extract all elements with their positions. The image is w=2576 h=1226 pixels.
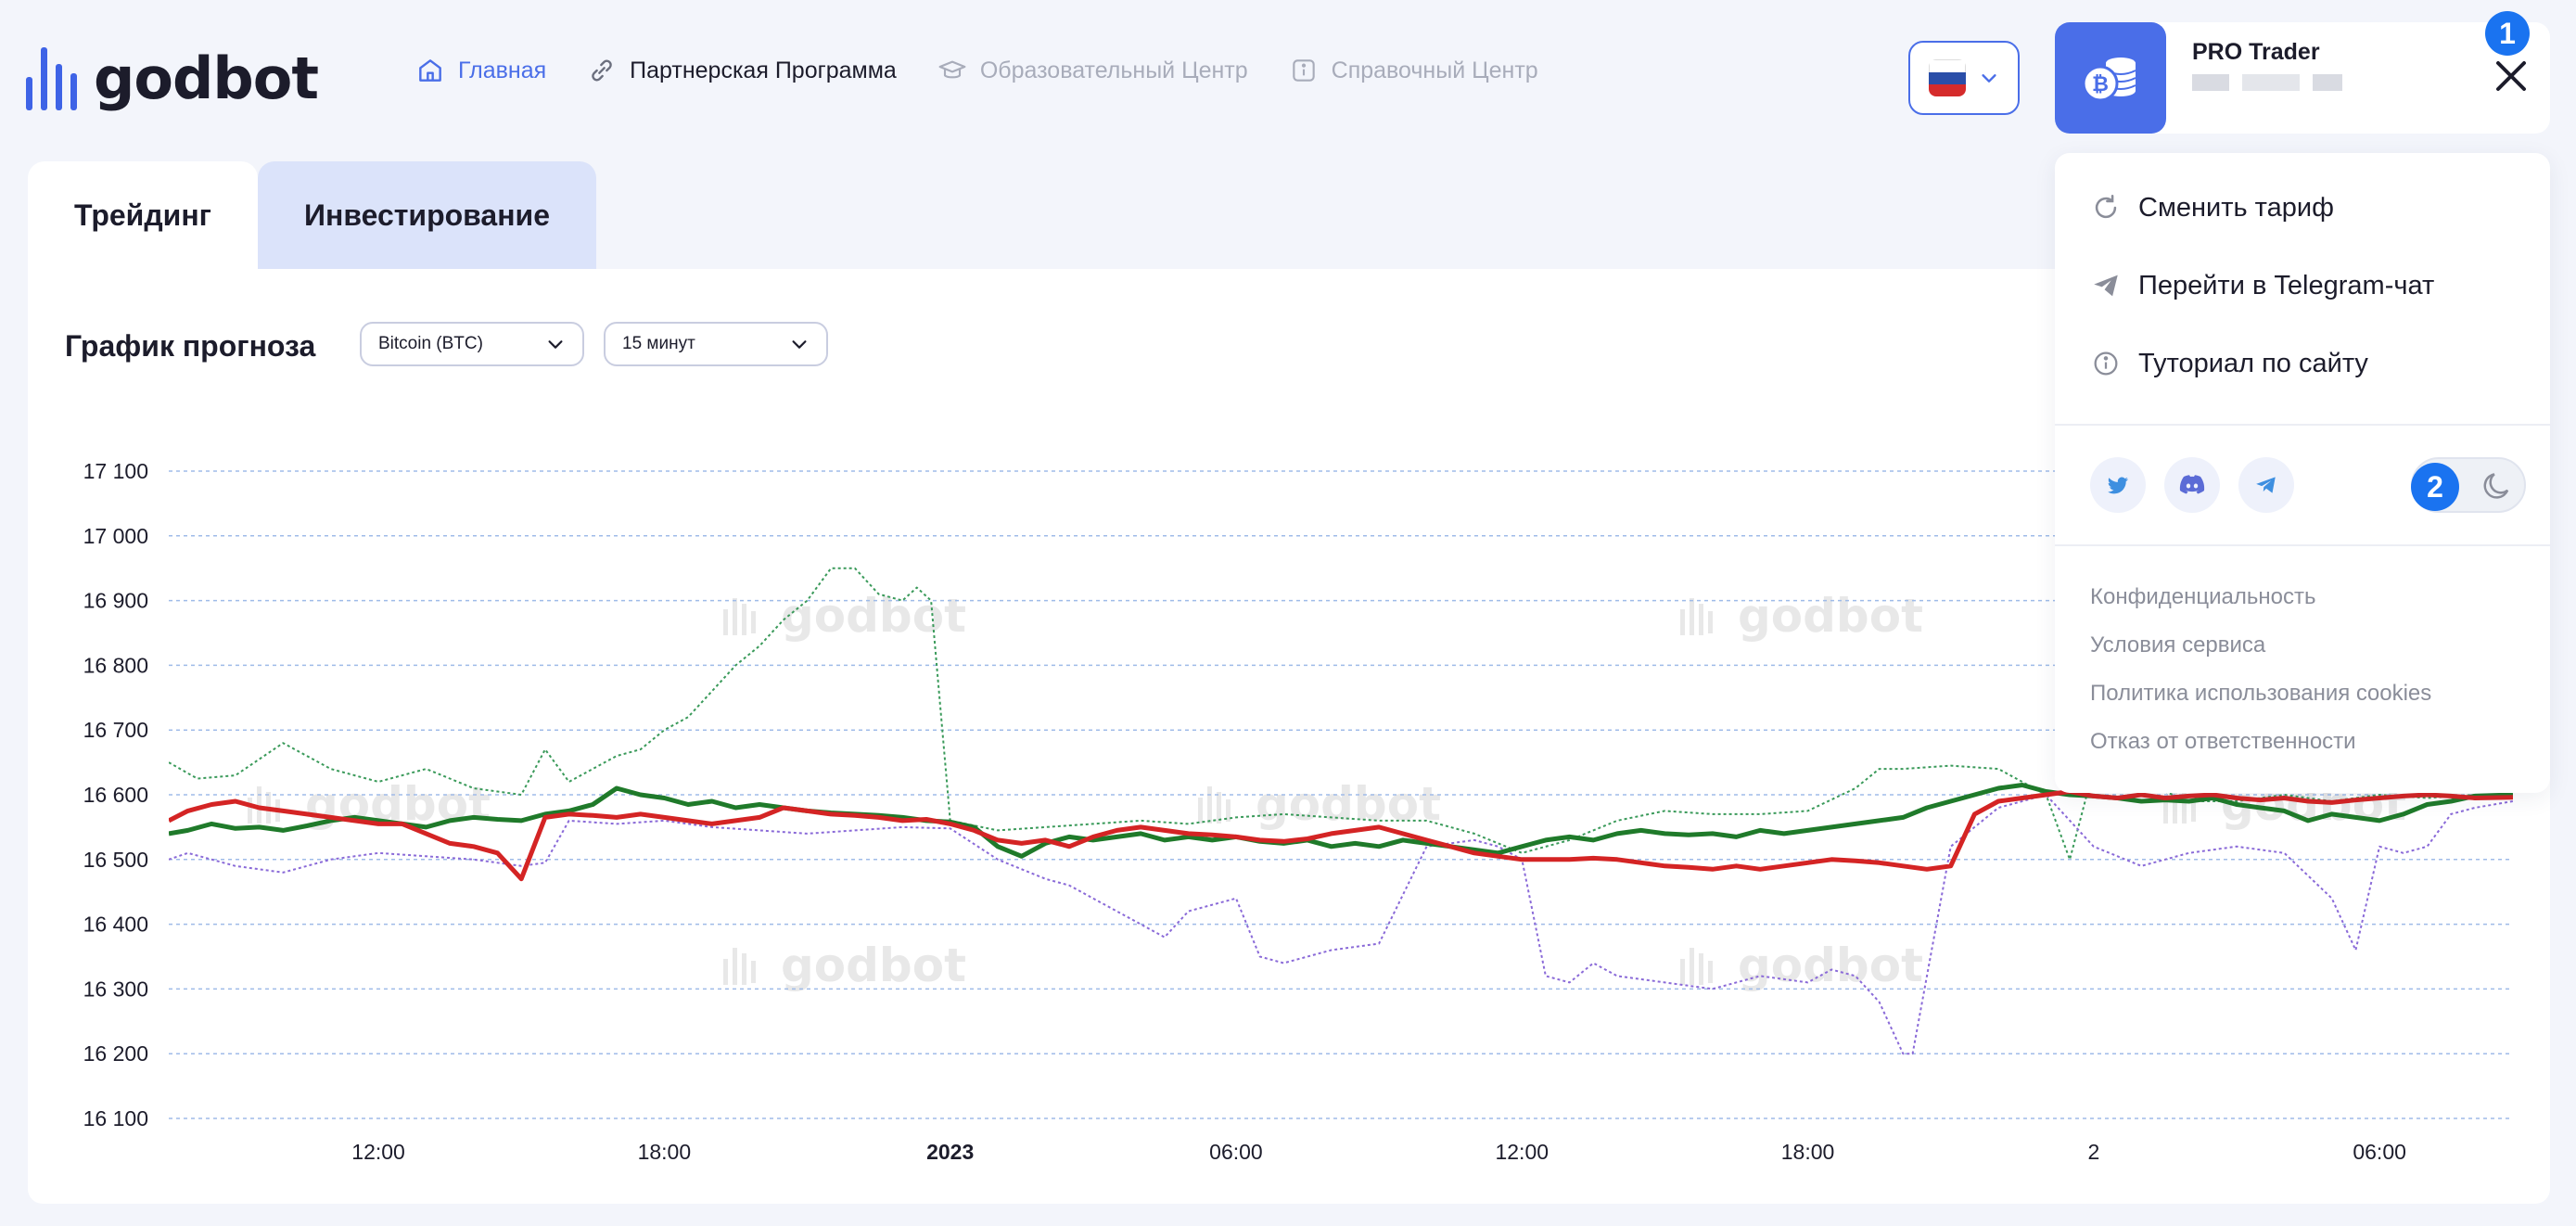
- menu-item-change-plan[interactable]: Сменить тариф: [2090, 192, 2334, 223]
- forecast-title: График прогноза: [65, 329, 316, 363]
- logo[interactable]: godbot: [26, 45, 319, 112]
- x-tick-label: 12:00: [351, 1140, 405, 1164]
- svg-text:godbot: godbot: [781, 589, 966, 643]
- annotation-badge-1: 1: [2485, 11, 2530, 56]
- logo-text: godbot: [94, 45, 319, 112]
- chevron-down-icon: [548, 340, 563, 349]
- menu-divider: [2055, 424, 2550, 426]
- top-header: godbot Главная Партнерская Программа Обр…: [0, 0, 2576, 153]
- moon-icon: [2483, 473, 2509, 499]
- interval-select-value: 15 минут: [622, 334, 695, 353]
- svg-text:godbot: godbot: [1738, 939, 1923, 992]
- x-tick-label: 06:00: [2353, 1140, 2406, 1164]
- refresh-icon: [2095, 194, 2117, 219]
- y-tick-label: 16 200: [83, 1041, 148, 1066]
- interval-select[interactable]: 15 минут: [604, 322, 828, 366]
- series-forecast-purple-dotted: [169, 794, 2513, 1055]
- y-tick-label: 16 300: [83, 977, 148, 1001]
- graduation-cap-icon: [938, 60, 966, 79]
- godbot-watermark: godbot: [723, 939, 966, 992]
- menu-label: Сменить тариф: [2138, 192, 2334, 223]
- nav-label: Главная: [458, 57, 547, 83]
- y-tick-label: 16 400: [83, 913, 148, 937]
- logo-mark-icon: [26, 46, 77, 110]
- nav-item-education[interactable]: Образовательный Центр: [937, 56, 1248, 85]
- send-icon: [2094, 275, 2118, 297]
- discord-icon[interactable]: [2164, 457, 2220, 513]
- nav-item-home[interactable]: Главная: [415, 56, 546, 85]
- x-tick-label: 12:00: [1495, 1140, 1549, 1164]
- godbot-watermark: godbot: [1198, 777, 1441, 831]
- asset-select[interactable]: Bitcoin (BTC): [360, 322, 584, 366]
- menu-item-telegram-chat[interactable]: Перейти в Telegram-чат: [2090, 270, 2434, 301]
- home-icon: [419, 59, 441, 82]
- godbot-watermark: godbot: [1680, 589, 1923, 643]
- svg-text:godbot: godbot: [1738, 589, 1923, 643]
- y-tick-label: 16 600: [83, 783, 148, 807]
- link-terms[interactable]: Условия сервиса: [2090, 632, 2266, 658]
- nav-label: Справочный Центр: [1331, 57, 1538, 83]
- series-forecast-green-dotted: [169, 567, 2513, 861]
- y-tick-label: 17 000: [83, 524, 148, 548]
- menu-divider: [2055, 544, 2550, 546]
- chevron-down-icon: [1982, 74, 1996, 83]
- chevron-down-icon: [792, 340, 807, 349]
- user-plan-name: PRO Trader: [2192, 39, 2320, 65]
- godbot-watermark: godbot: [723, 589, 966, 643]
- twitter-icon[interactable]: [2090, 457, 2146, 513]
- svg-text:godbot: godbot: [781, 939, 966, 992]
- x-tick-label: 18:00: [638, 1140, 692, 1164]
- y-tick-label: 16 100: [83, 1106, 148, 1130]
- masked-user-id: [2192, 74, 2342, 91]
- nav-label: Образовательный Центр: [979, 57, 1248, 83]
- godbot-watermark: godbot: [1680, 939, 1923, 992]
- nav-item-partner[interactable]: Партнерская Программа: [587, 56, 897, 85]
- menu-label: Туториал по сайту: [2138, 348, 2368, 378]
- y-tick-label: 16 700: [83, 718, 148, 742]
- y-tick-label: 17 100: [83, 459, 148, 483]
- close-icon[interactable]: [2489, 54, 2533, 98]
- y-tick-label: 16 900: [83, 589, 148, 613]
- x-tick-label: 06:00: [1209, 1140, 1263, 1164]
- link-cookies[interactable]: Политика использования cookies: [2090, 681, 2432, 706]
- bitcoin-coins-icon: ₿: [2055, 22, 2166, 134]
- svg-text:₿: ₿: [2092, 73, 2109, 96]
- asset-select-value: Bitcoin (BTC): [378, 334, 483, 353]
- svg-text:godbot: godbot: [1256, 777, 1441, 831]
- link-icon: [592, 59, 612, 82]
- nav-label: Партнерская Программа: [630, 57, 897, 83]
- tab-investing[interactable]: Инвестирование: [257, 161, 597, 270]
- user-dropdown-menu: Сменить тариф Перейти в Telegram-чат Тут…: [2055, 153, 2550, 793]
- x-tick-label: 18:00: [1781, 1140, 1835, 1164]
- x-tick-label: 2: [2087, 1140, 2099, 1164]
- nav-item-help[interactable]: Справочный Центр: [1289, 56, 1538, 85]
- user-card[interactable]: ₿ PRO Trader: [2055, 22, 2550, 134]
- series-red-line: [169, 789, 2513, 882]
- y-tick-label: 16 800: [83, 653, 148, 677]
- language-selector[interactable]: [1908, 41, 2020, 115]
- x-tick-label: 2023: [926, 1140, 974, 1164]
- info-icon: [2094, 351, 2118, 376]
- menu-label: Перейти в Telegram-чат: [2138, 270, 2435, 300]
- mode-tabs: Трейдинг Инвестирование: [28, 161, 597, 270]
- main-nav: Главная Партнерская Программа Образовате…: [415, 56, 1538, 85]
- y-tick-label: 16 500: [83, 848, 148, 872]
- annotation-badge-2: 2: [2411, 463, 2459, 511]
- link-privacy[interactable]: Конфиденциальность: [2090, 584, 2316, 609]
- russia-flag-icon: [1929, 59, 1966, 96]
- telegram-icon[interactable]: [2238, 457, 2294, 513]
- link-disclaimer[interactable]: Отказ от ответственности: [2090, 729, 2356, 754]
- info-icon: [1292, 59, 1315, 82]
- menu-item-tutorial[interactable]: Туториал по сайту: [2090, 348, 2368, 379]
- tab-trading[interactable]: Трейдинг: [28, 161, 258, 270]
